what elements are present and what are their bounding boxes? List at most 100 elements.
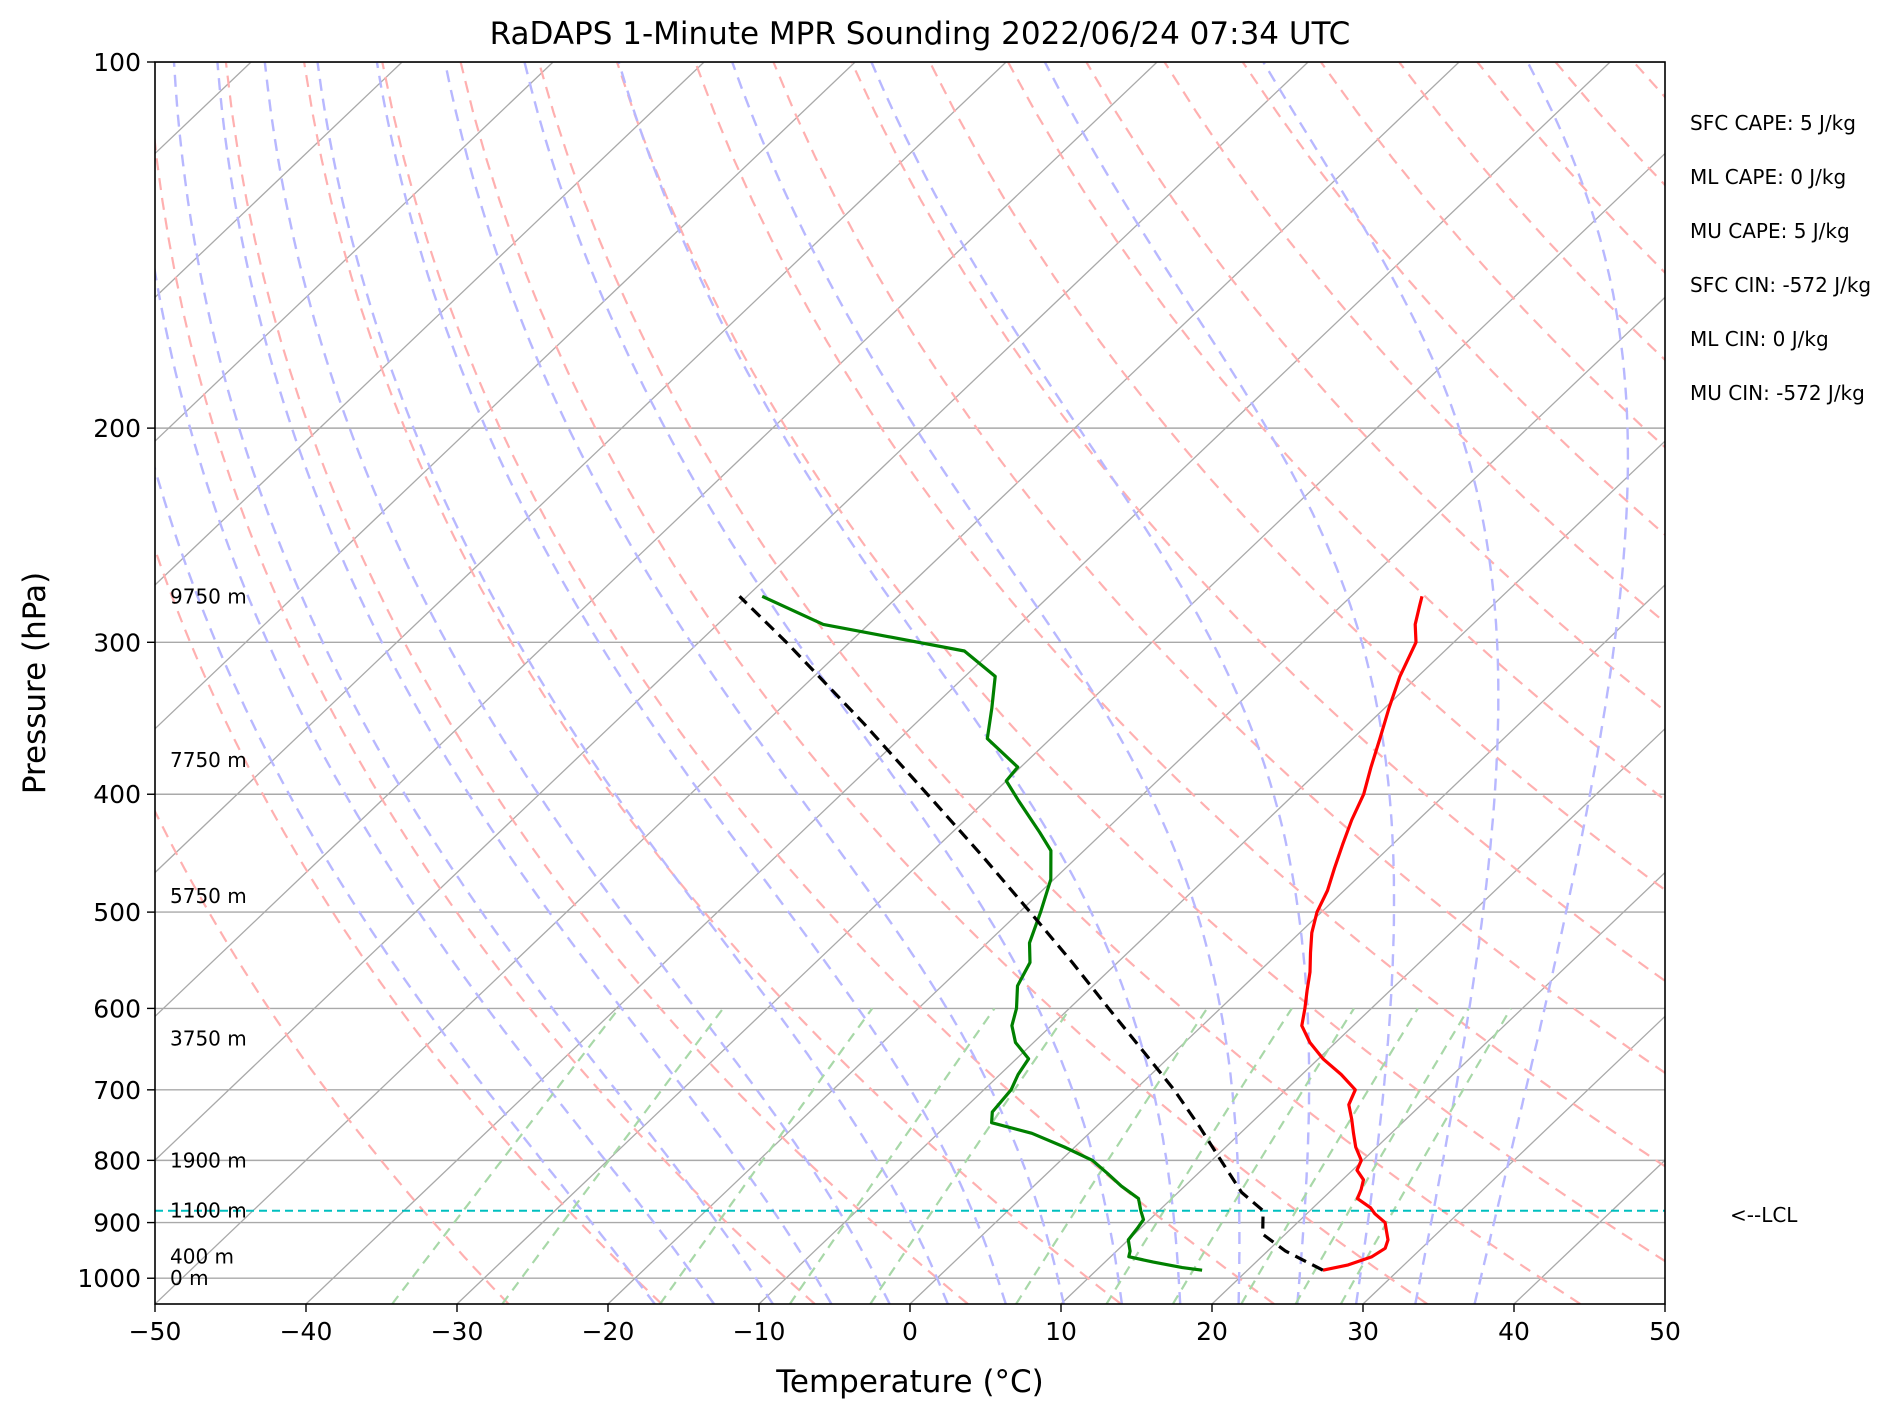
y-tick-label: 200 [93,414,141,443]
isotherm-line [758,440,1665,1304]
height-label: 7750 m [170,748,247,772]
x-tick-label: −10 [733,1317,786,1346]
dry-adiabat-line [155,132,816,1304]
dry-adiabat-line [1163,62,1665,624]
chart-title: RaDAPS 1-Minute MPR Sounding 2022/06/24 … [490,16,1351,52]
height-label: 9750 m [170,584,247,608]
x-tick-label: −40 [280,1317,333,1346]
moist-adiabat-line [870,62,1311,1304]
mixing-ratio-line [1240,1007,1419,1304]
dry-adiabat-line [1554,62,1665,187]
mixing-ratio-line [869,1007,1072,1304]
y-tick-label: 900 [93,1209,141,1238]
mixing-ratio-line [501,1007,724,1304]
dry-adiabat-line [224,62,969,1304]
plot-grid [155,62,1899,1304]
y-tick-label: 800 [93,1146,141,1175]
isotherm-line [305,62,1611,1304]
y-tick-label: 400 [93,780,141,809]
y-tick-label: 300 [93,628,141,657]
dry-adiabat-line [1632,62,1665,99]
moist-adiabat-line [731,62,1241,1304]
x-tick-label: 30 [1347,1317,1379,1346]
isotherm-line [155,62,1007,874]
axis-ticks: −50 −40 −30 −20 −10 0 10 20 30 40 50 100 200 300 400 50… [77,48,1681,1346]
moist-adiabat-line [1262,62,1500,1304]
dry-adiabat-line [155,809,510,1304]
moist-adiabat-line [216,62,833,1304]
dry-adiabat-line [1241,62,1665,537]
isotherm-line [1211,871,1665,1304]
x-tick-label: 20 [1196,1317,1228,1346]
x-tick-label: −50 [129,1317,182,1346]
isotherm-line [909,584,1665,1304]
isotherm-line [1513,1159,1665,1304]
dewpoint-profile-line [761,594,1203,1272]
dry-adiabat-line [1712,62,1899,1304]
dry-adiabat-line [459,62,1428,1304]
stats-line: ML CIN: 0 J/kg [1690,327,1829,351]
isotherm-line [155,62,856,730]
moist-adiabat-line [155,264,715,1304]
stats-line: MU CIN: -572 J/kg [1690,381,1865,405]
isotherm-line [155,62,705,586]
y-axis-label: Pressure (hPa) [17,572,53,794]
temperature-profile-line [1300,595,1424,1272]
x-tick-label: −20 [582,1317,635,1346]
dry-adiabat-line [1398,62,1665,362]
dry-adiabat-line [1476,62,1665,275]
moist-adiabat-line [523,62,1124,1304]
height-label: 3750 m [170,1026,247,1050]
mixing-ratio-line [659,1007,874,1304]
isotherm-line [155,62,554,443]
moist-adiabat-line [263,62,891,1304]
stats-line: SFC CAPE: 5 J/kg [1690,111,1856,135]
x-tick-label: 0 [902,1317,918,1346]
mixing-ratio-line [1171,1007,1355,1304]
height-label: 1900 m [170,1148,247,1172]
moist-adiabat-line [375,62,1007,1304]
y-tick-label: 100 [93,48,141,77]
parcel-profile-line [738,595,1324,1272]
isotherm-line [155,62,1460,1304]
lcl-label: <--LCL [1730,1203,1798,1227]
dry-adiabat-line [1085,62,1665,713]
isotherm-line [607,296,1665,1304]
plot-frame [154,61,1666,1305]
x-tick-label: 40 [1498,1317,1530,1346]
stats-line: SFC CIN: -572 J/kg [1690,273,1871,297]
height-label: 0 m [170,1266,209,1290]
mixing-ratio-line [1015,1007,1209,1304]
x-tick-label: −30 [431,1317,484,1346]
moist-adiabat-line [316,62,949,1304]
height-label: 400 m [170,1245,234,1269]
mixing-ratio-line [788,1007,996,1304]
moist-adiabat-line [155,464,656,1304]
y-tick-label: 1000 [77,1264,141,1293]
dry-adiabat-line [381,62,1275,1304]
x-axis-label: Temperature (°C) [775,1364,1044,1400]
moist-adiabat-line [443,62,1065,1304]
isotherm-line [155,62,403,299]
height-label: 5750 m [170,884,247,908]
moist-adiabat-line [1043,62,1396,1304]
y-tick-label: 700 [93,1076,141,1105]
isotherm-line [1816,62,1899,1304]
isotherm-line [1060,727,1665,1304]
dry-adiabat-line [694,62,1665,1168]
isotherm-line [155,62,1309,1162]
mixing-ratio-line [1105,1007,1293,1304]
mixing-ratio-line [391,1007,620,1304]
stats-line: MU CAPE: 5 J/kg [1690,219,1850,243]
isotherm-line [155,62,1158,1018]
isotherm-line [456,152,1665,1304]
dry-adiabat-line [772,62,1665,1075]
dry-adiabat-line [155,546,663,1304]
height-label: 1100 m [170,1199,247,1223]
y-tick-label: 600 [93,994,141,1023]
dry-adiabat-line [537,62,1582,1304]
moist-adiabat-line [172,62,774,1304]
x-tick-label: 50 [1649,1317,1681,1346]
